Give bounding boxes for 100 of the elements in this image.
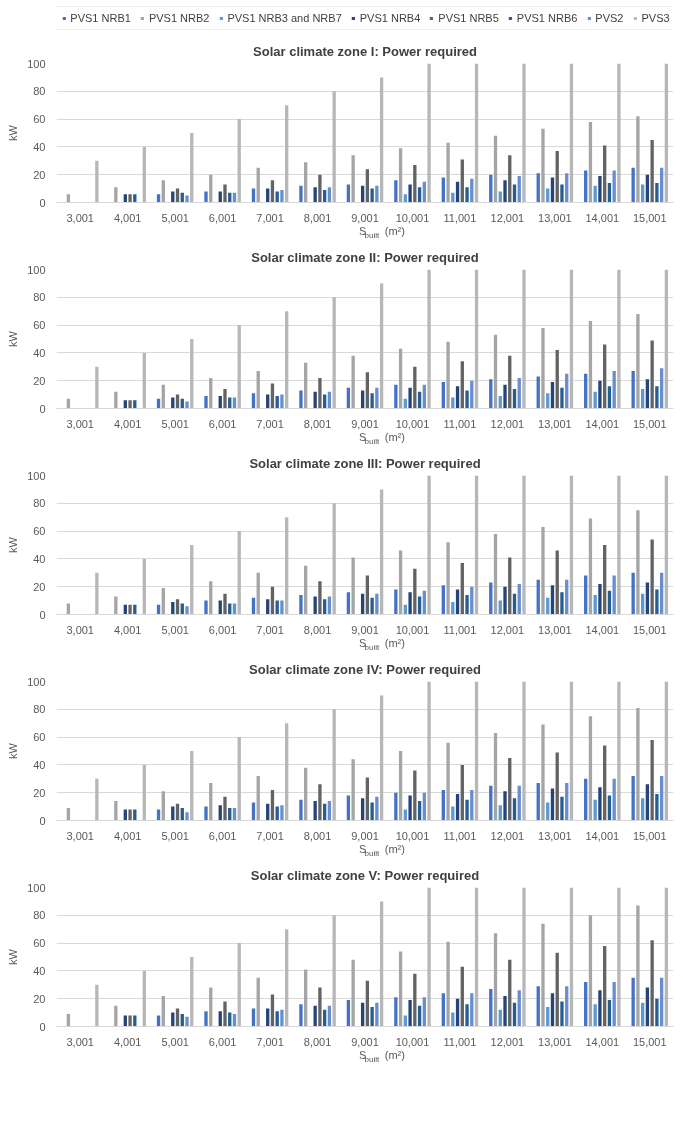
bar [550,177,555,203]
bar [645,784,650,821]
x-tick-label: 12,001 [490,1035,525,1048]
bar [474,63,479,203]
y-tick-label: 80 [33,497,46,510]
bar [128,809,132,821]
bar [280,394,284,409]
bar [417,596,422,615]
bar [636,510,640,615]
bar [446,742,450,821]
bar [588,121,593,203]
bar [175,1008,180,1027]
bar [441,177,445,203]
legend-label: PVS1 NRB2 [148,12,210,24]
x-tick-label: 11,001 [443,417,477,430]
bar [266,1008,270,1027]
bar [427,269,431,409]
bar [536,986,540,1027]
x-tick-label: 10,001 [395,1035,430,1048]
y-tick-label: 100 [27,469,46,482]
bar [655,386,659,409]
bar [546,802,550,821]
bar [204,395,208,409]
y-tick-label: 40 [33,758,46,771]
x-tick-label: 11,001 [443,829,477,842]
bar [237,943,241,1027]
bar [465,595,469,615]
bar [185,195,189,203]
y-tick-label: 60 [33,731,46,744]
y-tick-label: 40 [33,346,46,359]
y-tick-label: 100 [27,57,46,70]
bar [650,340,654,409]
bar [474,269,479,409]
x-tick-label: 4,001 [113,1035,142,1048]
bar [360,390,365,409]
bar [517,990,521,1027]
bar [636,116,640,203]
y-tick-label: 40 [33,552,46,565]
bar [95,984,99,1027]
x-tick-label: 6,001 [208,417,237,430]
bar [237,531,241,615]
x-tick-label: 10,001 [395,417,430,430]
x-tick-label: 3,001 [66,211,94,224]
y-tick-label: 20 [33,168,46,181]
bar [408,184,412,203]
y-tick-label: 0 [39,608,46,621]
bar [650,139,654,203]
bar [370,393,374,409]
bar [422,997,426,1027]
y-axis-title: kW [7,330,20,347]
bar [617,475,621,615]
y-tick-label: 20 [33,374,46,387]
x-tick-label: 7,001 [256,623,284,636]
bar [190,545,194,615]
bar [270,383,275,409]
chart-title: Solar climate zone II: Power required [251,249,479,265]
y-tick-label: 80 [33,85,46,98]
bar [588,915,593,1027]
x-tick-label: 8,001 [303,623,332,636]
bar [95,160,99,203]
chart-title: Solar climate zone I: Power required [253,43,478,59]
bar [251,1008,256,1027]
bar [185,1016,189,1027]
bar [489,379,493,409]
y-tick-label: 20 [33,786,46,799]
bar [650,739,654,821]
x-tick-label: 4,001 [113,829,142,842]
bar [285,723,289,821]
x-tick-label: 13,001 [538,417,572,430]
x-tick-label: 4,001 [113,623,142,636]
bar [370,802,374,821]
bar [569,269,574,409]
bar [664,269,669,409]
bar [541,724,545,821]
bar [427,681,431,821]
bar [237,737,241,821]
bar [565,173,569,203]
x-tick-label: 14,001 [585,211,620,224]
bar [285,105,289,203]
x-tick-label: 15,001 [632,211,667,224]
x-tick-label: 10,001 [395,211,430,224]
x-tick-label: 5,001 [161,211,189,224]
y-axis-title: kW [7,948,20,965]
bar [95,778,99,821]
bar [493,533,498,615]
y-tick-label: 20 [33,580,46,593]
bar [598,787,602,821]
bar [603,945,607,1027]
bar [375,387,379,409]
bar [441,585,445,615]
x-tick-label: 6,001 [208,1035,237,1048]
x-tick-label: 14,001 [585,623,620,636]
x-tick-label: 13,001 [538,829,572,842]
x-tick-label: 6,001 [208,829,237,842]
bar [659,368,664,409]
x-tick-label: 7,001 [256,1035,284,1048]
bar [318,581,322,615]
x-tick-label: 14,001 [585,829,620,842]
bar [280,805,284,821]
bar [365,777,370,821]
